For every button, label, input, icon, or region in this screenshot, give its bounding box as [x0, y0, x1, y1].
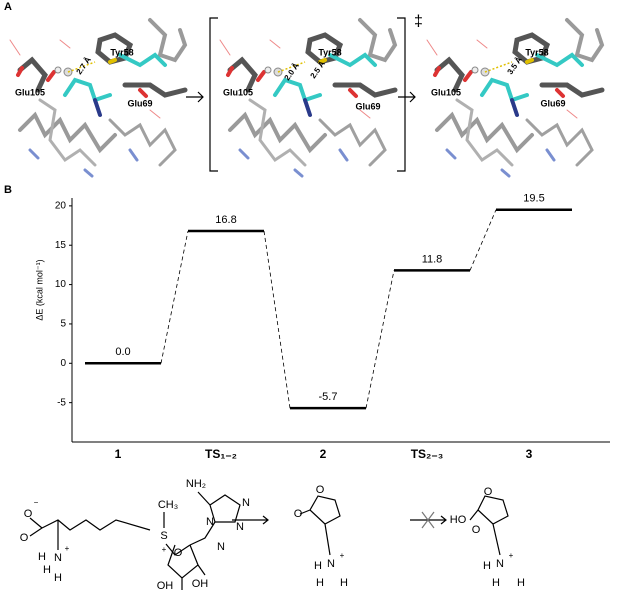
atom-label: CH₃: [158, 499, 178, 511]
atom-label: H: [314, 560, 322, 572]
atom-label: S: [160, 530, 167, 542]
atom-label: N: [217, 541, 225, 553]
atom-label: HO: [450, 514, 467, 526]
atom-label: +: [509, 551, 514, 560]
category-label: TS₂₋₃: [411, 447, 444, 461]
atom-label: +: [65, 544, 70, 553]
y-tick-label: 15: [55, 240, 67, 251]
atom-label: NH₂: [186, 478, 206, 490]
residue-label: Glu69: [355, 101, 380, 111]
category-label: 1: [115, 447, 122, 461]
atom-label: O: [294, 508, 303, 520]
atom-label: H: [316, 577, 324, 589]
atom-label: +: [162, 545, 167, 554]
category-label: TS₁₋₂: [205, 447, 237, 461]
atom-label: H: [483, 560, 491, 572]
atom-label: O: [472, 524, 481, 536]
y-tick-label: 10: [55, 279, 67, 290]
atom-label: O: [316, 484, 325, 496]
atom-label: H: [38, 551, 46, 563]
connector: [160, 230, 189, 364]
atom-label: +: [340, 551, 345, 560]
atom-label: O: [484, 486, 493, 498]
atom-label: N: [236, 521, 244, 533]
y-axis-title: ΔE (kcal mol⁻¹): [34, 259, 44, 320]
y-tick-label: 20: [55, 201, 67, 212]
value-label: 0.0: [115, 346, 130, 358]
atom-label: N: [496, 558, 504, 570]
structure-frame-2: [220, 20, 395, 176]
residue-label: Glu105: [223, 87, 253, 97]
atom-label: O: [20, 532, 29, 544]
residue-label: Tyr58: [525, 47, 548, 57]
structure-frame-1: [10, 20, 185, 176]
atom-label: −: [34, 498, 39, 507]
atom-label: H: [492, 577, 500, 589]
atom-label: N: [54, 552, 62, 564]
atom-label: H: [54, 572, 62, 584]
transition-arrows: [186, 17, 416, 172]
atom-label: H: [43, 564, 51, 576]
atom-label: H: [340, 577, 348, 589]
value-label: 11.8: [422, 253, 443, 265]
value-label: 19.5: [523, 193, 544, 205]
residue-label: Glu69: [540, 98, 565, 108]
panel-label: B: [4, 184, 12, 196]
distance-label: 2.7 Å: [75, 55, 93, 76]
y-tick-label: 0: [60, 358, 66, 369]
atom-label: N: [242, 497, 250, 509]
connector: [263, 230, 291, 409]
residue-label: Glu105: [431, 87, 461, 97]
residue-label: Tyr58: [110, 47, 133, 57]
chemical-bonds: [29, 491, 509, 590]
residue-label: Glu105: [15, 87, 45, 97]
residue-label: Tyr58: [318, 47, 341, 57]
atom-label: O: [24, 508, 33, 520]
energy-chart: -5 0 5 10 15 20 ΔE (kcal mol⁻¹) 0.0 1 16.8 TS₁₋₂ -5…: [34, 193, 610, 461]
atom-label: O: [174, 547, 183, 559]
category-label: 3: [526, 447, 533, 461]
category-label: 2: [320, 447, 327, 461]
value-label: 16.8: [215, 214, 236, 226]
ts-symbol: ‡: [414, 13, 423, 30]
atom-label: OH: [157, 580, 174, 592]
atom-label: H: [517, 577, 525, 589]
structure-frame-3: [427, 20, 602, 176]
connector: [469, 209, 497, 271]
y-tick-label: 5: [60, 319, 66, 330]
atom-label: N: [206, 516, 214, 528]
residue-label: Glu69: [127, 98, 152, 108]
panel-label: A: [4, 1, 12, 13]
atom-label: OH: [192, 578, 209, 590]
connector: [365, 270, 395, 409]
y-tick-label: -5: [57, 397, 66, 408]
value-label: -5.7: [319, 391, 338, 403]
atom-label: N: [327, 558, 335, 570]
